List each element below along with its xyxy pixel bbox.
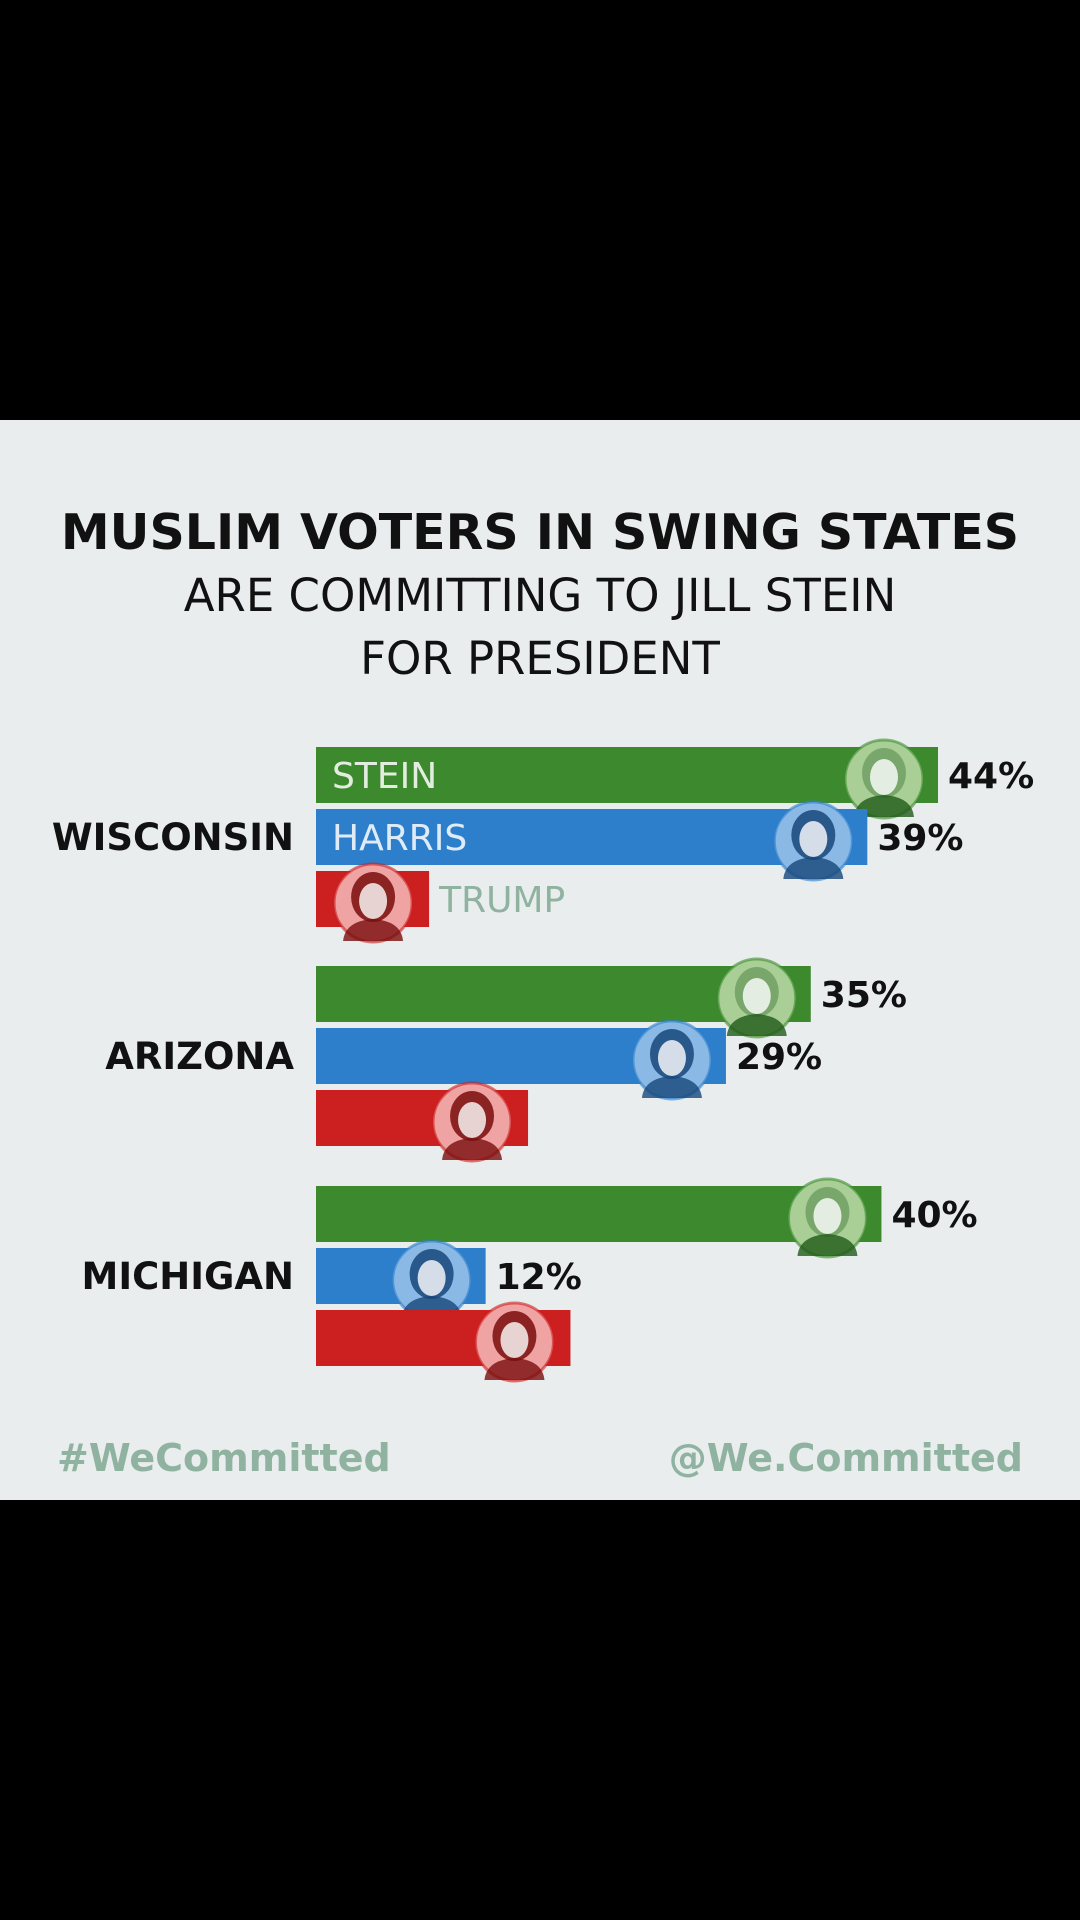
chart-subtitle: ARE COMMITTING TO JILL STEIN FOR PRESIDE… [0, 564, 1080, 690]
value-label: 44% [948, 756, 1034, 797]
subtitle-line-2: FOR PRESIDENT [360, 632, 720, 685]
value-label: 35% [821, 975, 907, 1016]
value-label: 29% [736, 1037, 822, 1078]
trump-portrait-icon [332, 862, 414, 944]
chart-title: MUSLIM VOTERS IN SWING STATES [60, 504, 1020, 561]
value-label: 39% [877, 818, 963, 859]
subtitle-line-1: ARE COMMITTING TO JILL STEIN [183, 569, 897, 622]
bar-chart: WISCONSIN 44% STEIN 39% HARRIS TRUMP ARIZONA 35… [52, 738, 1034, 1383]
category-label: WISCONSIN [52, 816, 294, 859]
stein-portrait-icon [716, 957, 798, 1039]
bar-stein-wisconsin [316, 747, 938, 803]
category-label: ARIZONA [105, 1035, 294, 1078]
footer-hashtag: #WeCommitted [57, 1436, 391, 1480]
footer-handle: @We.Committed [668, 1436, 1023, 1480]
category-label: MICHIGAN [82, 1255, 294, 1298]
series-label-stein: STEIN [332, 756, 437, 797]
trump-portrait-icon [431, 1081, 513, 1163]
stein-portrait-icon [786, 1177, 868, 1259]
value-label: 12% [496, 1257, 582, 1298]
stein-portrait-icon [843, 738, 925, 820]
trump-portrait-icon [473, 1301, 555, 1383]
value-label: 40% [891, 1195, 977, 1236]
infographic-card: MUSLIM VOTERS IN SWING STATES ARE COMMIT… [0, 420, 1080, 1500]
harris-portrait-icon [772, 800, 854, 882]
series-label-harris: HARRIS [332, 818, 467, 859]
harris-portrait-icon [391, 1239, 473, 1321]
harris-portrait-icon [631, 1019, 713, 1101]
series-label-trump: TRUMP [438, 880, 565, 921]
